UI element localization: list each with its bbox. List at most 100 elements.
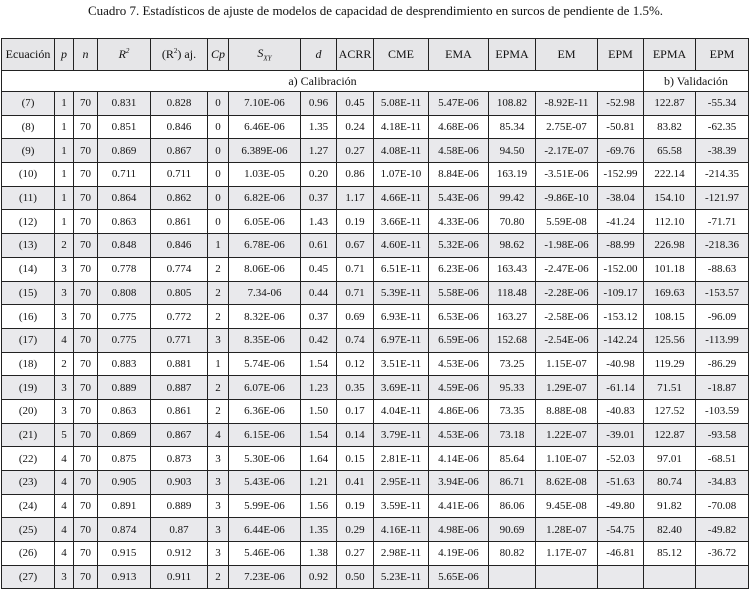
table-cell: 8.32E-06	[228, 304, 301, 329]
col-r2: R2	[97, 38, 151, 71]
table-cell: 0.92	[300, 564, 337, 590]
table-cell: 0.67	[336, 233, 374, 258]
table-cell: 1.15E-07	[535, 351, 598, 377]
table-row: (25) 4 70 0.874 0.87 3 6.44E-06 1.35 0.29 4.16E-1…	[1, 517, 749, 543]
table-cell: 0.889	[97, 375, 151, 400]
table-cell: 0.887	[150, 375, 208, 400]
table-cell: 6.97E-11	[373, 327, 429, 353]
table-cell: 6.23E-06	[428, 256, 489, 282]
table-cell: 0.96	[300, 91, 337, 116]
table-cell: 85.64	[488, 446, 536, 471]
table-cell: 2	[207, 304, 229, 329]
table-cell: 9.45E-08	[535, 493, 598, 519]
table-cell: -2.58E-06	[535, 304, 598, 329]
table-cell: -2.17E-07	[535, 138, 598, 164]
table-cell: 0.828	[150, 91, 208, 116]
table-cell: 108.15	[643, 304, 696, 329]
table-cell: 6.36E-06	[228, 398, 301, 424]
table-cell: 0	[207, 162, 229, 187]
table-row: (22) 4 70 0.875 0.873 3 5.30E-06 1.64 0.15 2.81E-…	[1, 446, 749, 471]
table-cell: 71.51	[643, 375, 696, 400]
table-cell: 1.22E-07	[535, 422, 598, 448]
table-cell: 4	[54, 446, 74, 471]
table-cell: 82.40	[643, 517, 696, 543]
table-cell: (18)	[1, 351, 55, 377]
table-cell: 8.62E-08	[535, 470, 598, 495]
table-cell: 1.28E-07	[535, 517, 598, 543]
table-cell: 6.07E-06	[228, 375, 301, 400]
table-cell: 4.68E-06	[428, 114, 489, 140]
table-cell: 2	[207, 280, 229, 306]
table-cell: 0.44	[300, 280, 337, 306]
table-cell: -34.83	[695, 470, 749, 495]
table-cell: 163.43	[488, 256, 536, 282]
table-cell: 97.01	[643, 446, 696, 471]
table-cell: -152.99	[597, 162, 644, 187]
table-cell: -2.47E-06	[535, 256, 598, 282]
table-cell: 4.66E-11	[373, 185, 429, 211]
table-cell: 5.65E-06	[428, 564, 489, 590]
table-cell: -46.81	[597, 541, 644, 566]
table-cell: 1.35	[300, 517, 337, 543]
table-cell: 0.69	[336, 304, 374, 329]
table-cell: -8.92E-11	[535, 91, 598, 116]
table-cell: (24)	[1, 493, 55, 519]
table-cell: 4.86E-06	[428, 398, 489, 424]
table-cell: 6.15E-06	[228, 422, 301, 448]
table-cell: 70	[73, 470, 98, 495]
table-cell: -18.87	[695, 375, 749, 400]
table-cell: 70	[73, 304, 98, 329]
table-cell: 3	[207, 517, 229, 543]
table-cell: 226.98	[643, 233, 696, 258]
table-cell: 3	[54, 564, 74, 590]
section-validacion: b) Validación	[643, 70, 749, 92]
table-cell: 3	[207, 493, 229, 519]
table-cell: 1.03E-05	[228, 162, 301, 187]
table-cell: 2.75E-07	[535, 114, 598, 140]
table-cell: 5.43E-06	[228, 470, 301, 495]
table-cell: 0	[207, 138, 229, 164]
table-cell: 6.51E-11	[373, 256, 429, 282]
table-cell	[643, 564, 696, 590]
table-cell: 70	[73, 138, 98, 164]
col-d: d	[300, 38, 337, 71]
table-cell: -2.54E-06	[535, 327, 598, 353]
table-cell: 4.53E-06	[428, 351, 489, 377]
table-cell: 0	[207, 114, 229, 140]
table-cell: 86.06	[488, 493, 536, 519]
table-cell: 6.389E-06	[228, 138, 301, 164]
table-cell: 70	[73, 564, 98, 590]
table-cell: 0.846	[150, 233, 208, 258]
table-cell: 1	[54, 114, 74, 140]
table-cell: 101.18	[643, 256, 696, 282]
table-cell: 70	[73, 517, 98, 543]
table-row: (8) 1 70 0.851 0.846 0 6.46E-06 1.35 0.24 4.18E-1…	[1, 114, 749, 140]
table-cell: -38.04	[597, 185, 644, 211]
table-cell: 0	[207, 91, 229, 116]
table-cell: 80.82	[488, 541, 536, 566]
table-cell	[597, 564, 644, 590]
table-cell	[535, 564, 598, 590]
table-cell: 5.99E-06	[228, 493, 301, 519]
table-cell: (15)	[1, 280, 55, 306]
table-cell: 0.71	[336, 280, 374, 306]
table-cell: 0.772	[150, 304, 208, 329]
table-cell: (9)	[1, 138, 55, 164]
table-cell: -69.76	[597, 138, 644, 164]
table-cell: 0.17	[336, 398, 374, 424]
table-cell: -88.63	[695, 256, 749, 282]
table-cell: -51.63	[597, 470, 644, 495]
table-cell: 0	[207, 209, 229, 235]
table-cell: 4	[54, 493, 74, 519]
table-cell: 0.808	[97, 280, 151, 306]
table-row: (11) 1 70 0.864 0.862 0 6.82E-06 0.37 1.17 4.66E-…	[1, 185, 749, 211]
col-r2-aj: (R2) aj.	[150, 38, 208, 71]
table-cell: 0.905	[97, 470, 151, 495]
col-ema: EMA	[428, 38, 489, 71]
table-cell: 0.874	[97, 517, 151, 543]
table-cell: 0.915	[97, 541, 151, 566]
table-cell: 70.80	[488, 209, 536, 235]
table-cell: 2	[207, 564, 229, 590]
table-cell: 122.87	[643, 422, 696, 448]
table-cell: -40.98	[597, 351, 644, 377]
